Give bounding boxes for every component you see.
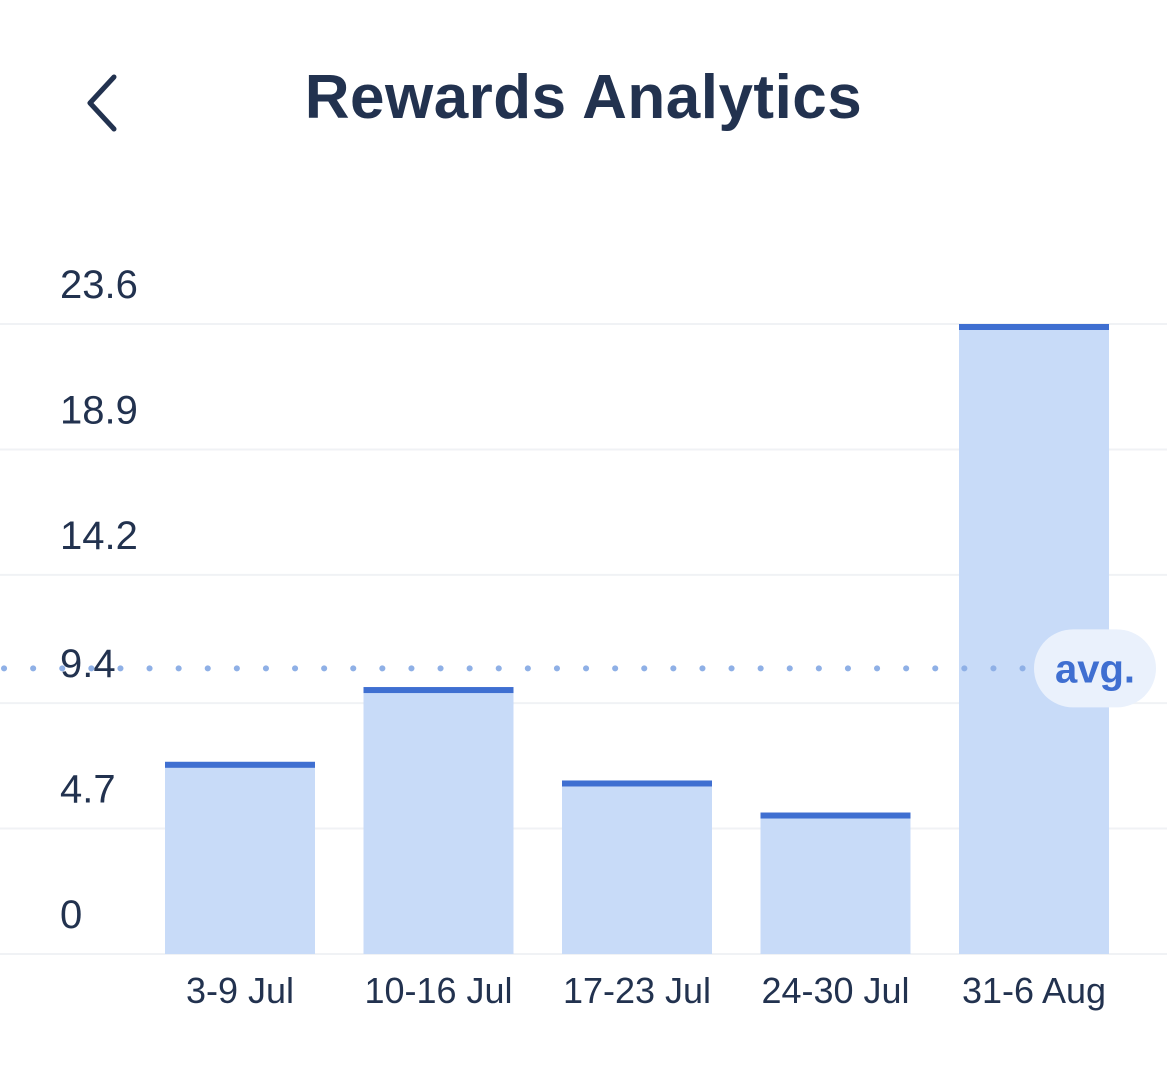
- bar-cap: [959, 324, 1109, 330]
- average-label: avg.: [1055, 647, 1135, 691]
- header: Rewards Analytics: [0, 0, 1167, 200]
- page-title: Rewards Analytics: [304, 63, 863, 132]
- bar: [760, 812, 911, 954]
- bar: [562, 780, 712, 954]
- x-axis-labels: 3-9 Jul 10-16 Jul 17-23 Jul 24-30 Jul 31-6 A…: [186, 970, 1106, 1011]
- x-category-label: 3-9 Jul: [186, 970, 294, 1011]
- bar-cap: [165, 761, 315, 768]
- x-category-label: 24-30 Jul: [761, 970, 909, 1011]
- y-tick-label: 18.9: [60, 388, 138, 432]
- average-line-group: avg.: [1, 629, 1156, 708]
- y-tick-label: 0: [60, 893, 82, 937]
- y-tick-label: 4.7: [60, 768, 116, 812]
- bar-cap: [562, 780, 712, 787]
- chevron-left-icon: [87, 74, 117, 132]
- y-tick-label: 23.6: [60, 263, 138, 307]
- y-tick-label: 9.4: [60, 642, 116, 686]
- bars: [165, 324, 1109, 954]
- x-category-label: 17-23 Jul: [563, 970, 711, 1011]
- y-axis-ticks: 0 4.7 9.4 14.2 18.9 23.6: [60, 263, 138, 937]
- y-tick-label: 14.2: [60, 514, 138, 558]
- x-category-label: 10-16 Jul: [364, 970, 512, 1011]
- bar-cap: [363, 687, 514, 694]
- bar: [363, 687, 514, 954]
- x-category-label: 31-6 Aug: [962, 970, 1106, 1011]
- bar: [165, 761, 315, 954]
- average-badge: [1034, 629, 1156, 708]
- back-button[interactable]: [62, 58, 142, 148]
- bar-cap: [760, 812, 911, 819]
